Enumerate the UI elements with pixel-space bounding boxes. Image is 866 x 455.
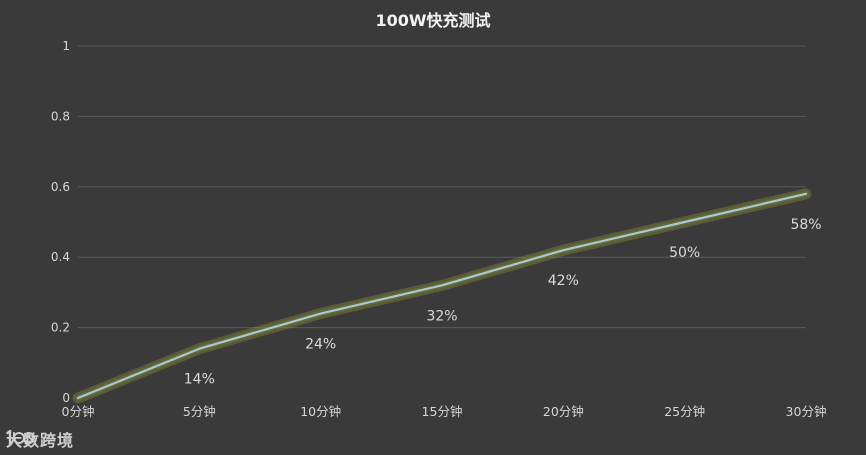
data-label: 24% [305,337,336,353]
series-layer [72,188,812,404]
x-tick-label: 5分钟 [183,404,216,419]
x-tick-label: 25分钟 [664,404,705,419]
x-tick-label: 30分钟 [786,404,827,419]
100-logo-icon [6,429,35,447]
chart-title: 100W快充测试 [375,11,490,30]
y-tick-label: 0 [62,391,70,405]
data-label: 42% [548,273,579,289]
data-label: 14% [184,372,215,388]
data-label: 50% [669,245,700,261]
x-tick-label: 10分钟 [300,404,341,419]
x-tick-label: 15分钟 [422,404,463,419]
x-axis-ticks: 0分钟 5分钟 10分钟 15分钟 20分钟 25分钟 30分钟 [62,404,827,419]
watermark: 大数跨境 [6,427,74,451]
data-label: 58% [790,217,821,233]
y-tick-label: 0.4 [51,250,70,264]
y-tick-label: 0.8 [51,109,70,123]
y-tick-label: 0.6 [51,180,70,194]
x-tick-label: 0分钟 [62,404,95,419]
data-label-layer: 14% 24% 32% 42% 50% 58% [184,217,822,388]
series-line-glow [72,188,812,404]
y-tick-label: 1 [62,39,70,53]
y-axis-ticks: 0 0.2 0.4 0.6 0.8 1 [51,39,70,405]
grid-layer [78,45,806,329]
y-tick-label: 0.2 [51,321,70,335]
x-tick-label: 20分钟 [543,404,584,419]
data-label: 32% [426,308,457,324]
